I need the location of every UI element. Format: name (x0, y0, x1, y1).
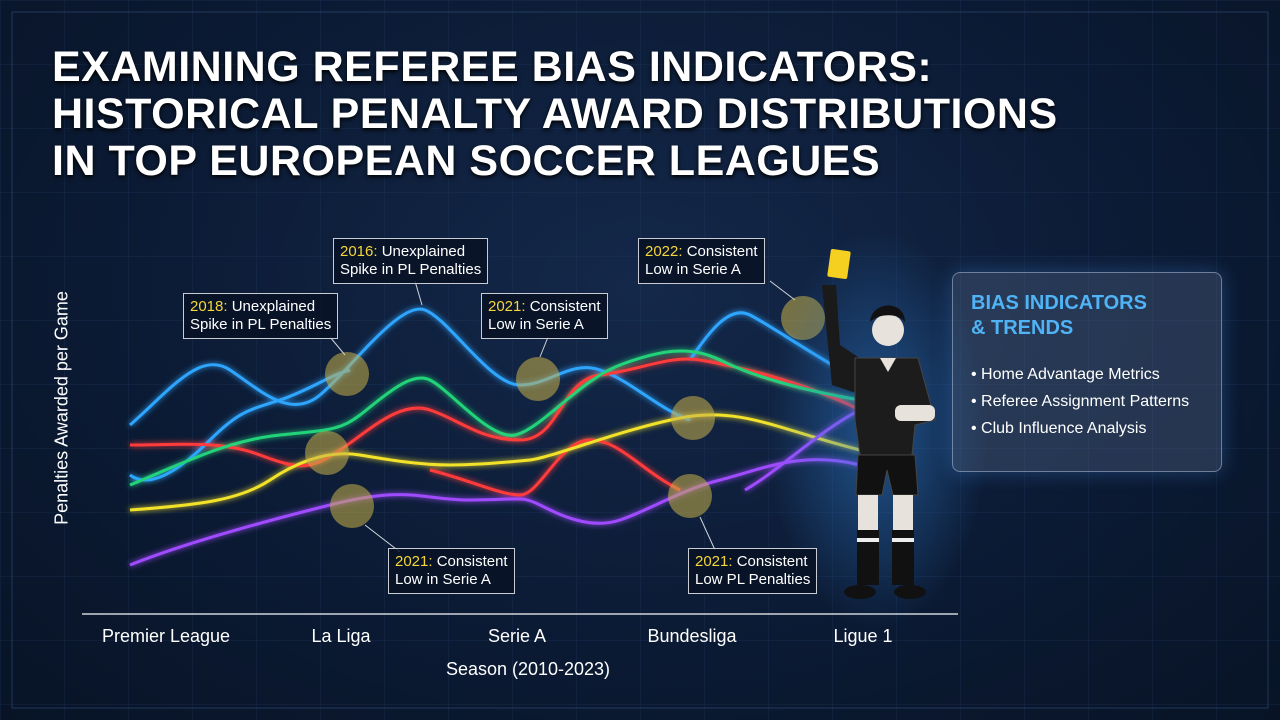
x-tick-label: Serie A (487, 626, 547, 646)
x-tick-label: Premier League (101, 626, 231, 646)
title: EXAMINING REFEREE BIAS INDICATORS: HISTOR… (52, 44, 1058, 185)
annotation: 2018: Unexplained Spike in PL Penalties (183, 293, 339, 339)
annotation-year: 2021: (395, 553, 433, 570)
annotation-text: Low in Serie A (395, 571, 491, 588)
title-line: HISTORICAL PENALTY AWARD DISTRIBUTIONS (52, 90, 1058, 138)
annotation: 2021: Consistent Low in Serie A (388, 548, 515, 594)
panel-title: BIAS INDICATORS & TRENDS (971, 291, 1203, 341)
panel-item: Home Advantage Metrics (971, 361, 1203, 388)
annotation-line: 2016: Unexplained (340, 243, 481, 261)
annotation-year: 2018: (190, 298, 228, 315)
annotation-line: 2021: Consistent (695, 553, 810, 571)
annotation-year: 2022: (645, 243, 683, 260)
annotation-text: Spike in PL Penalties (340, 261, 482, 278)
leader-lines (329, 280, 796, 553)
info-panel: BIAS INDICATORS & TRENDS Home Advantage Me… (952, 272, 1222, 472)
annotation-text: Consistent (736, 553, 808, 570)
annotation-text: Consistent (529, 298, 601, 315)
annotation-year: 2016: (340, 243, 378, 260)
title-line: IN TOP EUROPEAN SOCCER LEAGUES (52, 137, 881, 185)
annotation-text: Spike in PL Penalties (190, 316, 332, 333)
x-tick-label: Ligue 1 (833, 626, 893, 646)
annotation-text: Consistent (686, 243, 758, 260)
annotation-text: Unexplained (231, 298, 316, 315)
x-axis-label: Season (2010-2023) (445, 659, 611, 679)
annotation-year: 2021: (488, 298, 526, 315)
annotation-line: 2018: Unexplained (190, 298, 331, 316)
annotation-text: Low PL Penalties (695, 571, 811, 588)
panel-item: Club Influence Analysis (971, 415, 1203, 442)
y-axis-label: Penalties Awarded per Game (51, 291, 72, 525)
annotation: 2021: Consistent Low PL Penalties (688, 548, 818, 594)
annotation: 2022: Consistent Low in Serie A (638, 238, 765, 284)
annotation-text: Low in Serie A (488, 316, 584, 333)
annotation-year: 2021: (695, 553, 733, 570)
referee (822, 249, 936, 599)
annotation-line: 2022: Consistent (645, 243, 758, 261)
annotation: 2021: Consistent Low in Serie A (481, 293, 608, 339)
annotation-text: Unexplained (381, 243, 466, 260)
x-tick-label: Bundesliga (647, 626, 737, 646)
title-line: EXAMINING REFEREE BIAS INDICATORS: (52, 43, 933, 91)
annotation-line: 2021: Consistent (488, 298, 601, 316)
annotation-text: Consistent (436, 553, 508, 570)
x-tick-label: La Liga (311, 626, 371, 646)
panel-title-line: & TRENDS (971, 317, 1074, 339)
panel-list: Home Advantage MetricsReferee Assignment… (971, 361, 1203, 442)
annotation-line: 2021: Consistent (395, 553, 508, 571)
panel-title-line: BIAS INDICATORS (971, 292, 1147, 314)
panel-item: Referee Assignment Patterns (971, 388, 1203, 415)
annotation: 2016: Unexplained Spike in PL Penalties (333, 238, 489, 284)
annotation-text: Low in Serie A (645, 261, 741, 278)
